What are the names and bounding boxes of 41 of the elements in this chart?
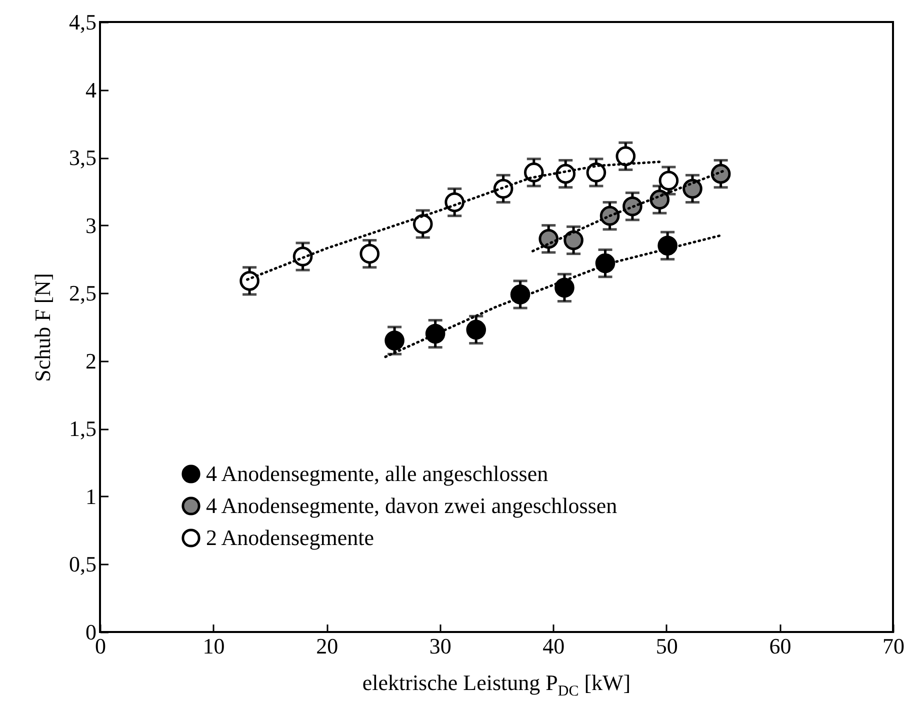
point xyxy=(240,271,260,291)
point xyxy=(466,320,486,340)
x-tick-label: 40 xyxy=(542,634,565,658)
point xyxy=(556,164,576,184)
legend-label: 4 Anodensegmente, davon zwei angeschlossen xyxy=(206,493,618,518)
point xyxy=(412,214,433,234)
y-tick-label: 2 xyxy=(86,348,96,374)
x-tick-label: 70 xyxy=(882,634,904,658)
point xyxy=(616,146,636,166)
point xyxy=(586,162,606,182)
point xyxy=(360,244,380,264)
point xyxy=(658,170,679,190)
x-tick-label: 50 xyxy=(656,634,678,658)
y-tick-label: 1,5 xyxy=(69,416,96,442)
point xyxy=(682,178,702,199)
x-axis-title: elektrische Leistung P$_{DC}$ [kW] xyxy=(361,670,632,700)
point xyxy=(425,324,446,344)
point xyxy=(444,192,464,212)
y-tick-label: 4,5 xyxy=(69,10,96,34)
y-tick-label: 0,5 xyxy=(69,552,96,577)
y-tick-label: 2,5 xyxy=(69,280,96,306)
y-tick-label: 4 xyxy=(86,77,96,102)
point xyxy=(595,253,616,274)
point xyxy=(710,164,731,184)
point xyxy=(554,278,574,298)
x-tick-label: 30 xyxy=(429,634,452,658)
y-tick-label: 1 xyxy=(86,484,96,509)
x-tick-label: 10 xyxy=(202,634,225,658)
y-tick-label: 3,5 xyxy=(69,145,96,170)
legend-label: 2 Anodensegmente xyxy=(206,525,374,550)
point xyxy=(538,228,559,249)
x-tick-label: 60 xyxy=(769,634,792,658)
legend-label: 4 Anodensegmente, alle angeschlossen xyxy=(206,461,548,486)
x-tick-label: 20 xyxy=(316,634,338,658)
point xyxy=(658,236,678,256)
point xyxy=(510,284,530,304)
y-axis-title: Schub F [N] xyxy=(30,273,55,382)
y-tick-label: 3 xyxy=(86,212,96,238)
point xyxy=(384,330,404,350)
point xyxy=(524,162,544,182)
point xyxy=(564,230,584,250)
